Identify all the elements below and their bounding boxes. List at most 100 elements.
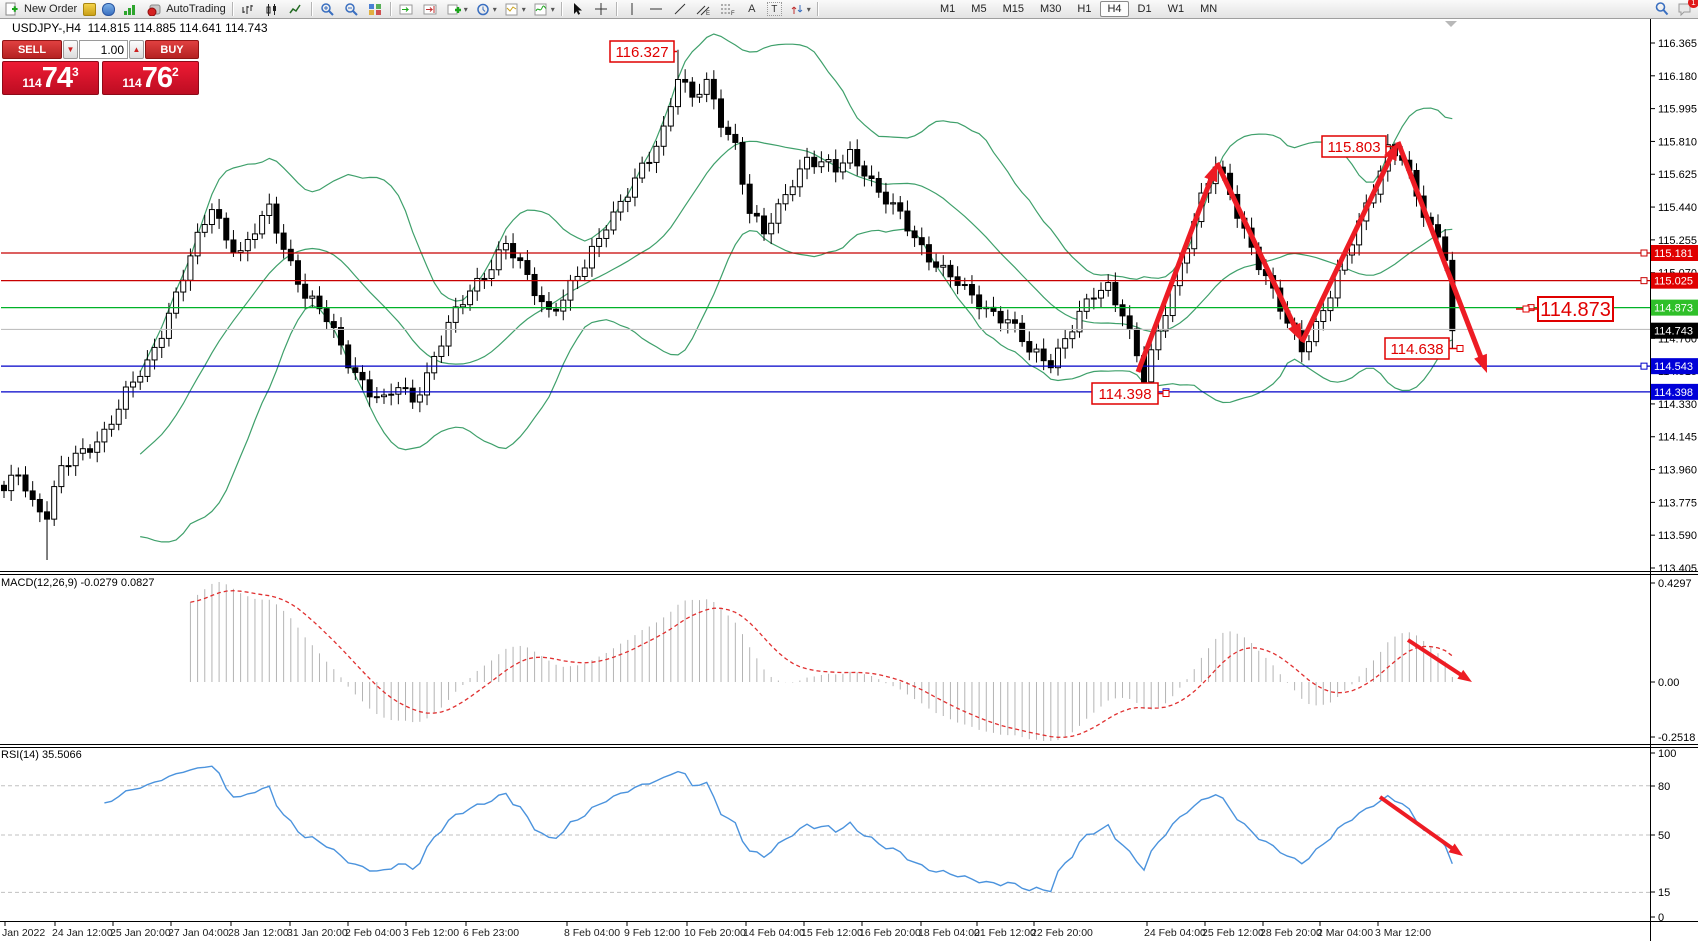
autotrading-button[interactable]: AutoTrading <box>142 1 229 17</box>
tf-m5-button[interactable]: M5 <box>971 2 987 15</box>
candle <box>280 232 287 250</box>
tf-d1-button[interactable]: D1 <box>1137 2 1152 15</box>
crosshair-icon <box>592 2 610 17</box>
svg-text:27 Jan 04:00: 27 Jan 04:00 <box>168 927 229 939</box>
tf-h4-button[interactable]: H4 <box>1100 0 1129 17</box>
candle <box>718 98 724 128</box>
trend-arrowhead <box>1448 843 1463 856</box>
label-icon: T <box>766 2 782 16</box>
rsi-pane[interactable]: 100 80 50 15 0 <box>1 748 1676 924</box>
vertical-line-button[interactable] <box>620 1 644 17</box>
line-handle[interactable] <box>1640 277 1648 285</box>
svg-text:114.638: 114.638 <box>1390 341 1443 358</box>
signal-button[interactable] <box>118 1 142 17</box>
zoom-in-button[interactable] <box>315 1 339 17</box>
svg-text:15 Feb 12:00: 15 Feb 12:00 <box>801 927 863 939</box>
callout-handle[interactable] <box>1456 345 1464 352</box>
svg-text:Jan 2022: Jan 2022 <box>2 927 45 939</box>
tf-h1-button[interactable]: H1 <box>1077 2 1092 15</box>
callout-handle[interactable] <box>1522 305 1530 313</box>
candle <box>251 233 258 241</box>
line-handle[interactable] <box>1640 249 1648 257</box>
label-button[interactable]: T <box>764 1 785 17</box>
sell-price-button[interactable]: 114 74 3 <box>2 61 99 95</box>
candle <box>144 359 151 377</box>
candle <box>918 237 925 246</box>
new-order-label: New Order <box>24 3 78 15</box>
candle <box>488 269 495 280</box>
volume-increase-button[interactable]: ▲ <box>129 40 144 59</box>
tf-m1-button[interactable]: M1 <box>940 2 956 15</box>
horizontal-lines[interactable] <box>1 249 1650 396</box>
price-callout-box[interactable] <box>1321 135 1387 158</box>
auto-scroll-button[interactable] <box>394 1 418 17</box>
candle <box>1320 310 1327 323</box>
candle <box>875 178 882 193</box>
svg-text:8 Feb 04:00: 8 Feb 04:00 <box>564 927 620 939</box>
trendline-button[interactable] <box>668 1 692 17</box>
fibonacci-button[interactable]: F <box>716 1 740 17</box>
candle <box>58 465 65 488</box>
tf-mn-button[interactable]: MN <box>1200 2 1218 15</box>
text-button[interactable]: A <box>740 1 764 17</box>
candle <box>553 308 560 312</box>
trend-arrowhead <box>1474 353 1487 373</box>
candle <box>617 200 624 213</box>
templates-button[interactable]: ▾ <box>500 1 529 17</box>
candle <box>467 290 474 306</box>
callout-handle[interactable] <box>1162 390 1170 397</box>
profiles-button[interactable]: ▾ <box>471 1 500 17</box>
buy-price-sup: 2 <box>171 65 179 79</box>
svg-text:3 Mar 12:00: 3 Mar 12:00 <box>1375 927 1431 939</box>
price-callout-box[interactable] <box>1384 337 1450 360</box>
candle <box>603 229 610 239</box>
crosshair-button[interactable] <box>589 1 613 17</box>
cursor-button[interactable] <box>565 1 589 17</box>
volume-decrease-button[interactable]: ▼ <box>63 40 78 59</box>
equidistant-channel-button[interactable]: E <box>692 1 716 17</box>
price-callout-box[interactable] <box>1091 382 1159 405</box>
candle <box>194 231 201 257</box>
candle <box>337 327 344 346</box>
styler-button[interactable] <box>80 1 99 17</box>
toolbar: New Order AutoTrading ▾ ▾ ▾ ▾ <box>0 0 1698 19</box>
search-icon[interactable] <box>1652 1 1670 16</box>
candle <box>581 267 588 277</box>
tile-windows-button[interactable] <box>363 1 387 17</box>
zoom-out-button[interactable] <box>339 1 363 17</box>
candlestick-chart-icon <box>263 2 281 17</box>
new-order-button[interactable]: New Order <box>0 1 80 17</box>
svg-text:114.398: 114.398 <box>1654 387 1693 399</box>
fibonacci-icon: F <box>719 2 737 17</box>
sell-button[interactable]: SELL <box>2 40 62 59</box>
tf-m30-button[interactable]: M30 <box>1039 2 1062 15</box>
buy-price-button[interactable]: 114 76 2 <box>102 61 199 95</box>
candle <box>1026 341 1033 353</box>
candle <box>409 387 416 403</box>
tf-m15-button[interactable]: M15 <box>1002 2 1024 15</box>
candle <box>832 159 839 173</box>
candle <box>961 284 968 287</box>
chart-shift-button[interactable] <box>418 1 442 17</box>
price-callout-box[interactable] <box>609 40 675 63</box>
indicators-button[interactable]: ▾ <box>529 1 558 17</box>
data-window-button[interactable] <box>99 1 118 17</box>
annotations[interactable]: 116.327 115.803 114.873 114.638 114.398 <box>609 40 1614 856</box>
line-chart-button[interactable] <box>284 1 308 17</box>
price-callout-box[interactable] <box>1537 296 1614 322</box>
new-chart-button[interactable]: ▾ <box>442 1 471 17</box>
separator <box>560 2 562 16</box>
tf-w1-button[interactable]: W1 <box>1167 2 1185 15</box>
line-handle[interactable] <box>1640 362 1648 370</box>
candle <box>345 344 352 369</box>
candlestick-chart-button[interactable] <box>260 1 284 17</box>
volume-input[interactable] <box>79 40 128 59</box>
arrows-button[interactable]: ▾ <box>785 1 814 17</box>
buy-button[interactable]: BUY <box>145 40 199 59</box>
horizontal-line-button[interactable] <box>644 1 668 17</box>
notifications-icon[interactable]: 1 <box>1676 0 1698 16</box>
bar-chart-button[interactable] <box>236 1 260 17</box>
svg-text:100: 100 <box>1658 748 1676 760</box>
